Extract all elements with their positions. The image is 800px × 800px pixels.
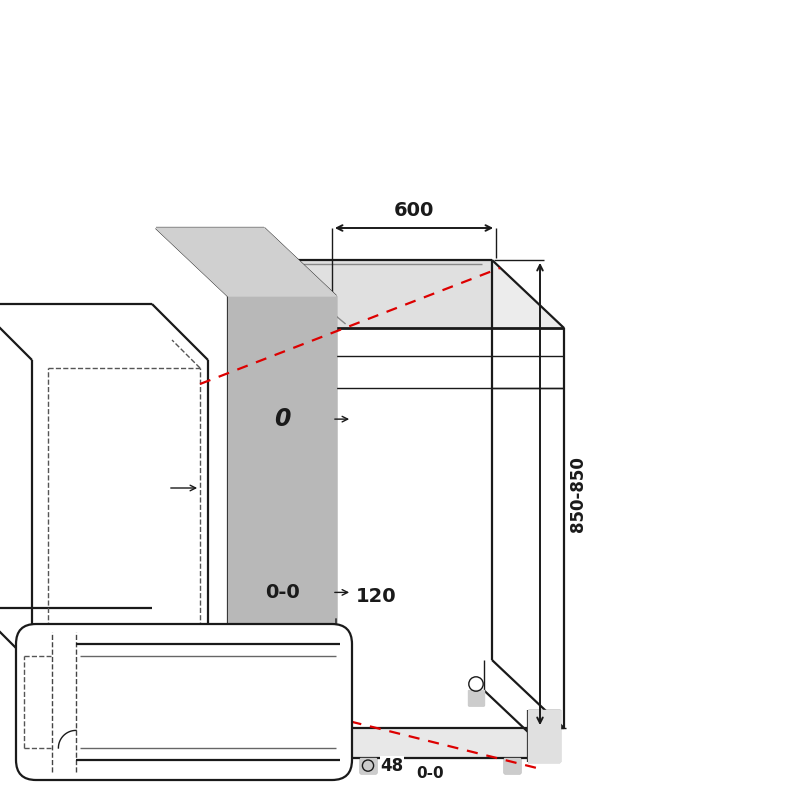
Text: 48: 48 [381, 757, 403, 774]
FancyBboxPatch shape [16, 624, 352, 780]
Text: 572.5: 572.5 [178, 650, 234, 668]
Polygon shape [504, 758, 520, 773]
Polygon shape [468, 690, 484, 705]
Polygon shape [156, 684, 336, 752]
Text: 0-0: 0-0 [416, 766, 444, 781]
Polygon shape [228, 296, 336, 752]
Text: 120: 120 [356, 586, 396, 606]
Text: 0: 0 [274, 407, 290, 431]
Polygon shape [336, 328, 564, 728]
Polygon shape [264, 260, 564, 328]
Polygon shape [360, 758, 376, 773]
Text: 0-0: 0-0 [265, 583, 299, 602]
Polygon shape [492, 260, 564, 728]
Polygon shape [156, 228, 336, 296]
Polygon shape [344, 728, 556, 758]
Polygon shape [528, 710, 560, 762]
Text: 600: 600 [394, 201, 434, 220]
Text: 850-850: 850-850 [570, 456, 587, 532]
